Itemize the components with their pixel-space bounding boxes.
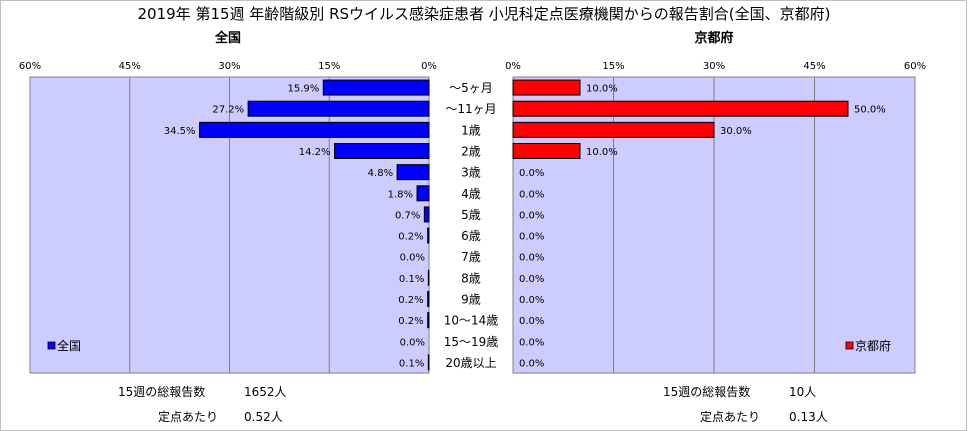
left-plot-area: 15.9% 27.2% 34.5% 14.2% 4.8% 1.8% 0.7% 0.2% 0.0%… xyxy=(29,76,430,374)
bar-national xyxy=(199,121,430,138)
category-label: 10～14歳 xyxy=(444,314,499,328)
category-label: 1歳 xyxy=(461,123,481,137)
right-total-label: 15週の総報告数 xyxy=(663,384,750,399)
bar-national xyxy=(427,312,430,329)
legend-label-national: 全国 xyxy=(57,338,81,353)
data-label-kyoto: 0.0% xyxy=(519,210,544,221)
category-label: 5歳 xyxy=(461,208,481,222)
left-per-label: 定点あたり xyxy=(158,409,218,424)
bar-national xyxy=(247,100,430,117)
tick-label: 60% xyxy=(19,61,41,72)
tick-label: 30% xyxy=(218,61,240,72)
data-label-kyoto: 0.0% xyxy=(519,253,544,264)
data-label-national: 0.1% xyxy=(399,358,424,369)
tick-label: 0% xyxy=(505,61,521,72)
data-label-national: 4.8% xyxy=(368,168,393,179)
data-label-national: 14.2% xyxy=(299,147,331,158)
bar-national xyxy=(396,164,430,181)
tick-label: 30% xyxy=(703,61,725,72)
bar-national xyxy=(322,79,430,96)
axis-tick-labels: 60% 45% 30% 15% 0% 0% 15% 30% 45% 60% xyxy=(19,61,926,72)
data-label-kyoto: 0.0% xyxy=(519,358,544,369)
data-label-kyoto: 0.0% xyxy=(519,295,544,306)
data-label-kyoto: 0.0% xyxy=(519,168,544,179)
data-label-kyoto: 50.0% xyxy=(854,105,886,116)
data-label-national: 34.5% xyxy=(164,126,196,137)
chart-title: 2019年 第15週 年齢階級別 RSウイルス感染症患者 小児科定点医療機関から… xyxy=(138,5,831,23)
right-panel-title: 京都府 xyxy=(694,30,733,46)
data-label-national: 0.2% xyxy=(398,232,423,243)
data-label-national: 0.2% xyxy=(398,295,423,306)
legend-swatch-kyoto xyxy=(845,341,854,350)
right-per-value: 0.13人 xyxy=(789,410,828,424)
data-label-kyoto: 0.0% xyxy=(519,316,544,327)
tick-label: 60% xyxy=(904,61,926,72)
legend-right: 京都府 xyxy=(845,338,891,353)
bar-kyoto xyxy=(512,79,581,96)
bar-national xyxy=(416,185,430,202)
data-label-kyoto: 0.0% xyxy=(519,274,544,285)
legend-swatch-national xyxy=(47,341,56,350)
left-total-value: 1652人 xyxy=(244,385,287,399)
data-label-national: 27.2% xyxy=(212,105,244,116)
data-label-kyoto: 10.0% xyxy=(586,84,618,95)
category-label: 9歳 xyxy=(461,293,481,307)
right-per-label: 定点あたり xyxy=(700,409,760,424)
tick-label: 15% xyxy=(602,61,624,72)
category-label: ～11ヶ月 xyxy=(445,102,496,116)
category-label: 2歳 xyxy=(461,145,481,159)
bar-national xyxy=(427,227,430,244)
right-total-value: 10人 xyxy=(789,385,816,399)
data-label-national: 0.2% xyxy=(398,316,423,327)
data-label-national: 0.0% xyxy=(400,253,425,264)
legend-label-kyoto: 京都府 xyxy=(855,338,891,353)
category-label: 20歳以上 xyxy=(445,356,496,370)
left-per-value: 0.52人 xyxy=(244,410,283,424)
tick-label: 45% xyxy=(119,61,141,72)
bar-national xyxy=(334,143,430,159)
left-panel-title: 全国 xyxy=(214,30,241,46)
data-label-kyoto: 0.0% xyxy=(519,232,544,243)
bar-kyoto xyxy=(512,100,849,117)
data-label-kyoto: 30.0% xyxy=(720,126,752,137)
bar-national xyxy=(427,291,430,307)
bar-kyoto xyxy=(512,143,581,159)
category-label: 4歳 xyxy=(461,187,481,201)
left-total-label: 15週の総報告数 xyxy=(118,384,205,399)
data-label-national: 15.9% xyxy=(287,84,319,95)
bar-kyoto xyxy=(512,121,715,138)
data-label-national: 0.1% xyxy=(399,274,424,285)
category-label: 7歳 xyxy=(461,250,481,264)
data-label-national: 0.0% xyxy=(400,337,425,348)
tick-label: 15% xyxy=(318,61,340,72)
right-plot-area: 10.0% 50.0% 30.0% 10.0% 0.0% 0.0% 0.0% 0.0% 0.0%… xyxy=(512,76,916,374)
category-label: 15～19歳 xyxy=(444,335,499,349)
data-label-kyoto: 0.0% xyxy=(519,337,544,348)
data-label-national: 0.7% xyxy=(395,210,420,221)
bar-national xyxy=(427,269,430,286)
tick-label: 0% xyxy=(421,61,437,72)
bar-national xyxy=(427,354,430,371)
category-label: ～5ヶ月 xyxy=(449,81,493,95)
data-label-kyoto: 0.0% xyxy=(519,189,544,200)
category-labels: ～5ヶ月 ～11ヶ月 1歳 2歳 3歳 4歳 5歳 6歳 7歳 8歳 9歳 10～14歳 15～19歳 2… xyxy=(444,81,499,370)
tick-label: 45% xyxy=(803,61,825,72)
category-label: 8歳 xyxy=(461,271,481,285)
category-label: 3歳 xyxy=(461,166,481,180)
data-label-kyoto: 10.0% xyxy=(586,147,618,158)
bar-national xyxy=(423,206,430,223)
legend-left: 全国 xyxy=(47,338,81,353)
category-label: 6歳 xyxy=(461,229,481,243)
data-label-national: 1.8% xyxy=(388,189,413,200)
